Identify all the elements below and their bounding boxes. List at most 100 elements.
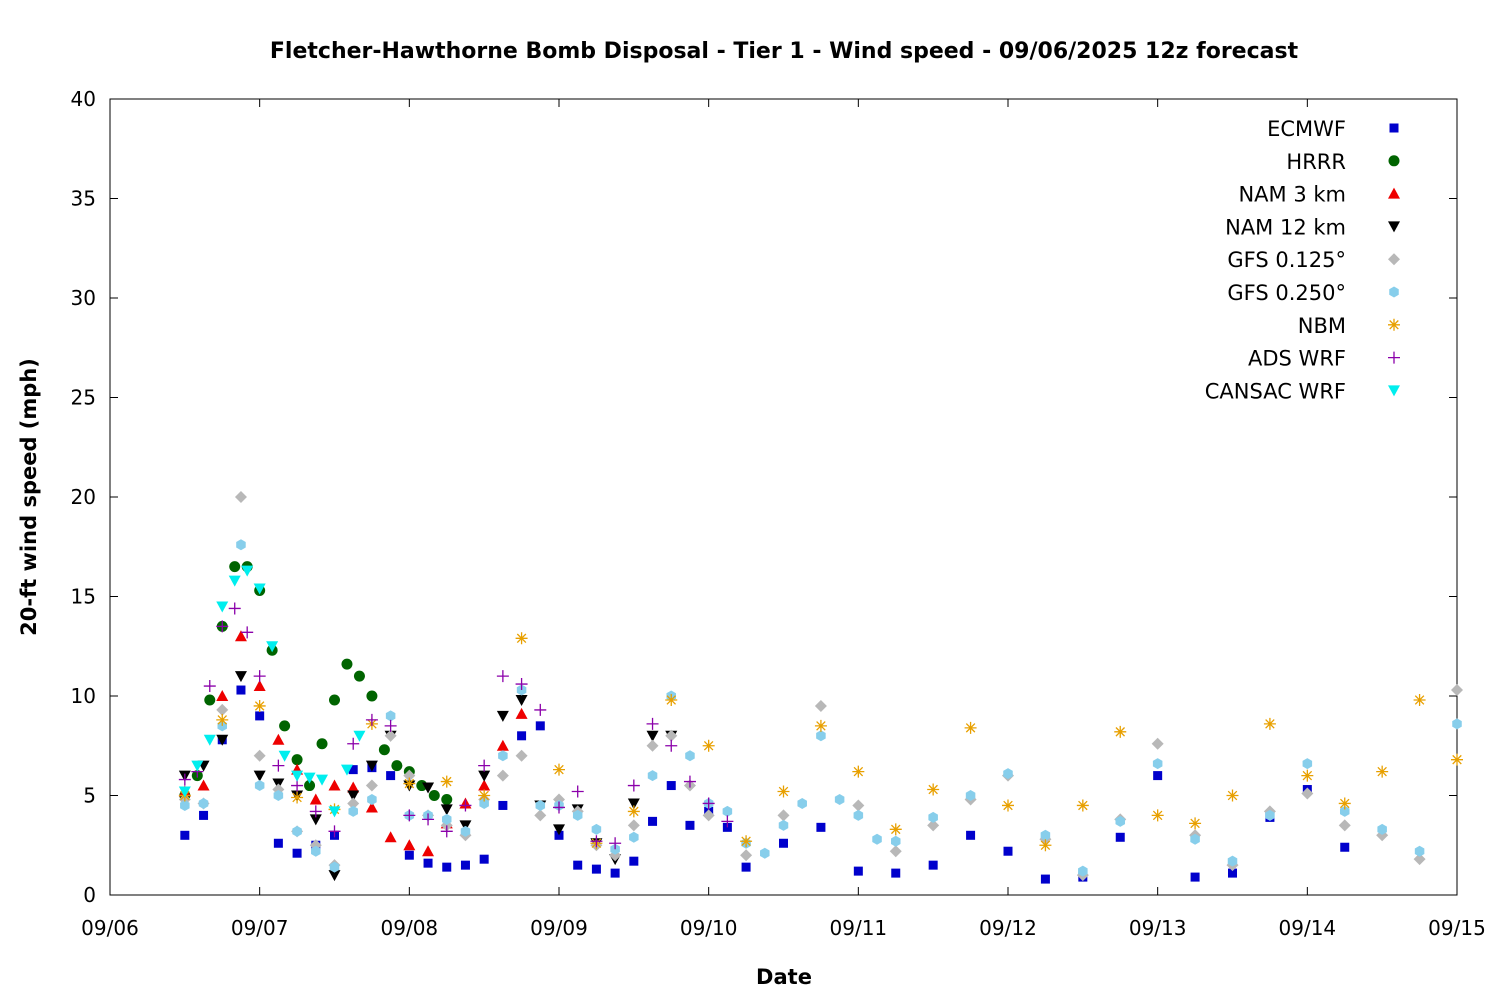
data-point	[216, 703, 229, 716]
data-point	[573, 860, 583, 870]
legend-label: HRRR	[1286, 150, 1346, 174]
data-point	[316, 738, 328, 750]
legend-marker	[1389, 286, 1399, 298]
data-point	[853, 866, 863, 876]
data-point	[365, 779, 378, 792]
data-point	[479, 854, 489, 864]
data-point	[1151, 737, 1164, 750]
data-point	[403, 769, 416, 782]
data-point	[591, 864, 601, 874]
legend-label: CANSAC WRF	[1205, 379, 1346, 403]
x-tick-label: 09/13	[1129, 916, 1187, 940]
data-point	[1040, 829, 1051, 841]
data-point	[253, 770, 266, 782]
data-point	[329, 694, 340, 706]
data-point	[384, 831, 397, 843]
data-point	[228, 575, 241, 587]
data-point	[496, 769, 509, 782]
data-point	[197, 779, 210, 791]
data-point	[966, 830, 976, 840]
series-nbm	[178, 632, 1463, 852]
y-tick-label: 30	[71, 286, 96, 310]
data-point	[253, 680, 266, 692]
data-point	[1413, 853, 1426, 866]
data-point	[404, 850, 414, 860]
y-tick-label: 15	[71, 585, 96, 609]
axis-tick-labels: 09/06 09/07 09/08 09/09 09/10 09/11 09/12 09/13…	[71, 87, 1486, 940]
data-point	[203, 680, 216, 693]
data-point	[1040, 874, 1050, 884]
data-point	[498, 800, 508, 810]
data-point	[203, 734, 216, 746]
data-point	[665, 693, 678, 706]
data-point	[365, 713, 378, 726]
data-point	[1263, 717, 1276, 730]
data-point	[553, 824, 565, 836]
data-point	[517, 731, 527, 741]
legend-label: ADS WRF	[1248, 347, 1346, 371]
data-point	[515, 694, 528, 706]
data-point	[347, 790, 360, 802]
data-point	[1114, 725, 1127, 738]
x-axis-label: Date	[756, 965, 812, 989]
legend-label: GFS 0.125°	[1227, 248, 1346, 272]
data-point	[665, 729, 678, 742]
data-point	[683, 775, 696, 788]
legend-marker	[1388, 253, 1400, 266]
x-tick-label: 09/14	[1279, 916, 1337, 940]
data-point	[515, 678, 528, 691]
data-point	[460, 860, 470, 870]
data-point	[1227, 855, 1238, 867]
data-point	[927, 783, 940, 796]
y-tick-label: 0	[83, 883, 96, 907]
data-point	[422, 845, 435, 857]
data-point	[403, 777, 416, 790]
data-point	[610, 868, 620, 878]
data-point	[627, 805, 640, 818]
y-tick-label: 40	[71, 87, 96, 111]
data-point	[347, 737, 360, 750]
data-point	[340, 764, 353, 776]
data-point	[428, 790, 440, 801]
data-point	[646, 739, 659, 752]
data-point	[1302, 758, 1313, 770]
data-point	[1151, 809, 1164, 822]
data-point	[1338, 819, 1351, 832]
data-point	[386, 771, 396, 781]
data-point	[814, 699, 827, 712]
data-point	[253, 749, 266, 762]
data-point	[1452, 718, 1462, 730]
data-point	[440, 804, 453, 816]
data-point	[741, 862, 751, 872]
data-point	[964, 721, 977, 734]
data-point	[272, 759, 285, 772]
data-point	[646, 730, 659, 742]
y-tick-label: 25	[71, 386, 96, 410]
data-point	[685, 750, 695, 762]
data-point	[459, 799, 472, 812]
data-point	[665, 739, 678, 752]
data-point	[740, 849, 753, 862]
data-point	[1301, 787, 1314, 800]
chart-title: Fletcher-Hawthorne Bomb Disposal - Tier …	[270, 39, 1299, 64]
legend-label: NAM 3 km	[1238, 183, 1346, 207]
data-point	[1115, 832, 1125, 842]
data-point	[292, 825, 302, 837]
data-point	[255, 711, 265, 721]
data-point	[553, 763, 565, 776]
data-point	[253, 670, 266, 683]
data-point	[440, 825, 453, 838]
data-point	[273, 790, 284, 801]
y-tick-label: 5	[83, 784, 96, 808]
data-point	[291, 754, 303, 766]
legend-label: ECMWF	[1267, 117, 1346, 141]
data-point	[178, 786, 191, 798]
data-point	[1451, 684, 1463, 697]
data-point	[1340, 842, 1350, 852]
x-tick-label: 09/06	[81, 916, 139, 940]
legend-label: GFS 0.250°	[1227, 281, 1346, 305]
data-point	[609, 837, 622, 850]
data-point	[1003, 846, 1013, 856]
data-point	[1413, 693, 1426, 706]
data-point	[309, 805, 322, 818]
